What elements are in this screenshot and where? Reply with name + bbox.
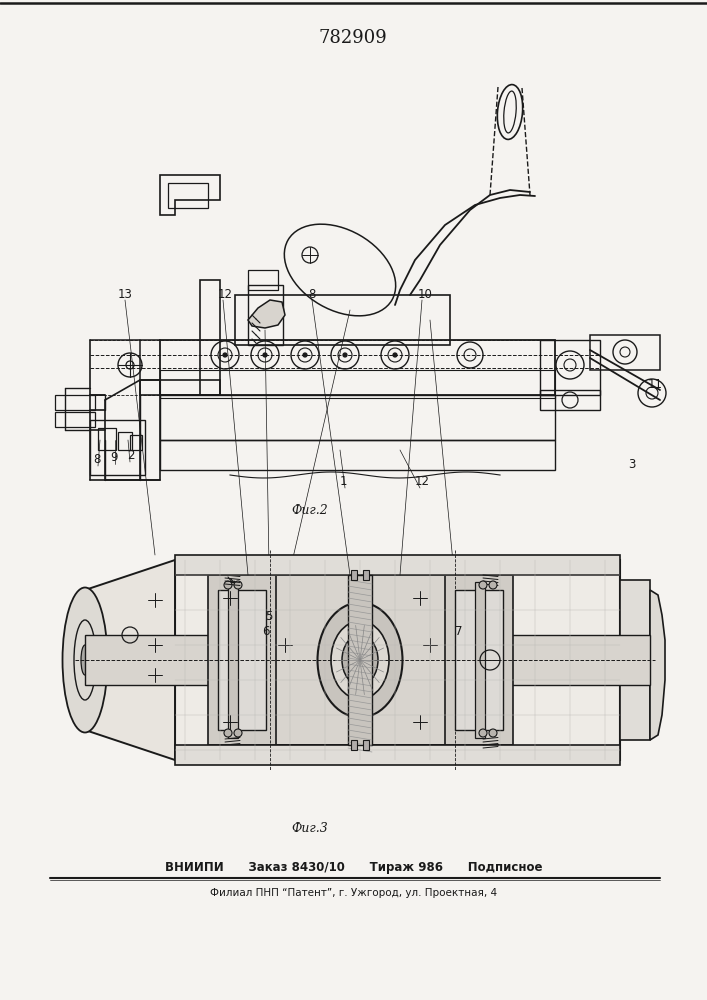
Bar: [55, 412, 95, 427]
Bar: [363, 740, 369, 750]
Bar: [620, 580, 650, 740]
Circle shape: [224, 581, 232, 589]
Bar: [98, 428, 116, 450]
Text: 12: 12: [415, 475, 430, 488]
Bar: [175, 560, 620, 760]
Text: 8: 8: [308, 288, 315, 301]
Bar: [351, 570, 357, 580]
Text: 10: 10: [418, 288, 433, 301]
Text: 2: 2: [127, 449, 134, 462]
Bar: [118, 432, 132, 450]
Bar: [351, 740, 357, 750]
Bar: [175, 745, 620, 765]
Bar: [590, 335, 660, 370]
Bar: [85, 635, 650, 685]
Text: 6: 6: [262, 625, 269, 638]
Circle shape: [393, 353, 397, 357]
Bar: [363, 570, 369, 580]
Text: 13: 13: [118, 288, 133, 301]
Circle shape: [234, 729, 242, 737]
Ellipse shape: [353, 650, 368, 670]
Circle shape: [343, 353, 347, 357]
Bar: [235, 295, 450, 345]
Circle shape: [303, 353, 307, 357]
Circle shape: [489, 729, 497, 737]
Text: 1: 1: [340, 475, 348, 488]
Text: Филиал ПНП “Патент”, г. Ужгород, ул. Проектная, 4: Филиал ПНП “Патент”, г. Ужгород, ул. Про…: [211, 888, 498, 898]
Bar: [168, 183, 208, 208]
Text: 782909: 782909: [319, 29, 387, 47]
Polygon shape: [650, 590, 665, 740]
Text: 5: 5: [265, 610, 272, 623]
Circle shape: [224, 729, 232, 737]
Bar: [348, 575, 372, 745]
Polygon shape: [85, 560, 175, 760]
Bar: [175, 555, 620, 575]
Text: 8: 8: [93, 453, 100, 466]
Text: Фиг.3: Фиг.3: [291, 822, 328, 834]
Ellipse shape: [81, 645, 89, 675]
Text: 9: 9: [110, 451, 117, 464]
Circle shape: [489, 581, 497, 589]
Text: ВНИИПИ      Заказ 8430/10      Тираж 986      Подписное: ВНИИПИ Заказ 8430/10 Тираж 986 Подписное: [165, 861, 543, 874]
Circle shape: [479, 581, 487, 589]
Text: Фиг.2: Фиг.2: [291, 504, 328, 516]
Bar: [540, 390, 600, 410]
Ellipse shape: [317, 602, 402, 718]
Bar: [228, 582, 238, 738]
Circle shape: [234, 581, 242, 589]
Text: 11: 11: [648, 378, 663, 391]
Bar: [160, 370, 555, 398]
Circle shape: [355, 655, 365, 665]
Text: 12: 12: [218, 288, 233, 301]
Ellipse shape: [342, 635, 378, 685]
Bar: [455, 590, 503, 730]
Circle shape: [479, 729, 487, 737]
Bar: [248, 285, 283, 345]
Polygon shape: [248, 300, 285, 328]
Bar: [90, 420, 145, 475]
Text: 7: 7: [455, 625, 462, 638]
Bar: [208, 575, 276, 745]
Circle shape: [223, 353, 227, 357]
Bar: [445, 575, 513, 745]
Bar: [218, 590, 266, 730]
Bar: [248, 270, 278, 290]
Bar: [475, 582, 485, 738]
Circle shape: [263, 353, 267, 357]
Ellipse shape: [62, 587, 107, 732]
Bar: [130, 435, 142, 450]
Bar: [160, 395, 555, 440]
Bar: [160, 440, 555, 470]
Bar: [540, 340, 600, 395]
Bar: [160, 340, 555, 395]
Ellipse shape: [331, 621, 389, 699]
Bar: [270, 575, 455, 745]
Bar: [55, 395, 95, 410]
Text: 3: 3: [628, 458, 636, 471]
